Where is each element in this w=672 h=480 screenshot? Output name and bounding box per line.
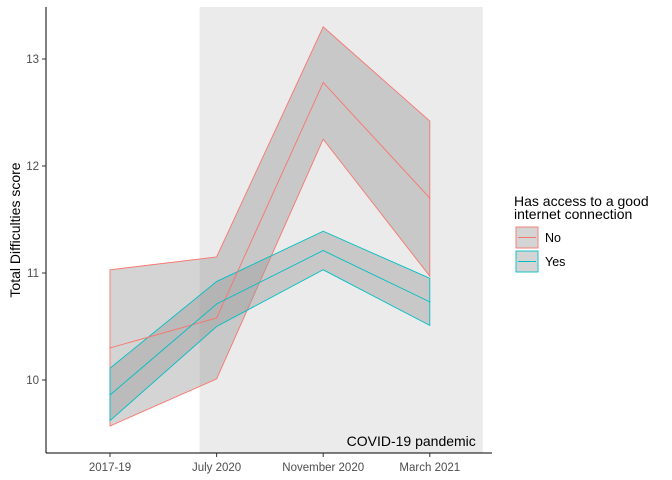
point-no-1 xyxy=(216,317,218,319)
y-tick-label: 12 xyxy=(26,161,39,173)
series-lines xyxy=(109,81,431,396)
point-yes-0 xyxy=(109,394,111,396)
legend-title-line-1: Has access to a good xyxy=(514,193,649,209)
pandemic-shading xyxy=(199,7,483,453)
y-axis-title: Total Difficulties score xyxy=(7,162,23,297)
y-ticks: 10 11 12 13 xyxy=(26,54,46,387)
y-tick-label: 13 xyxy=(26,54,39,66)
legend-label-no: No xyxy=(545,231,561,245)
point-yes-2 xyxy=(322,249,324,252)
point-yes-3 xyxy=(429,301,431,303)
x-tick-label: 2017-19 xyxy=(89,462,131,474)
point-no-3 xyxy=(429,197,431,199)
legend: Has access to a good internet connection… xyxy=(514,193,649,273)
x-tick-label: March 2021 xyxy=(399,462,460,474)
point-yes-1 xyxy=(216,303,218,305)
x-ticks: 2017-19 July 2020 November 2020 March 2021 xyxy=(89,453,460,474)
pandemic-label: COVID-19 pandemic xyxy=(347,433,476,449)
band-yes xyxy=(109,230,431,422)
legend-title-line-2: internet connection xyxy=(514,206,632,222)
legend-label-yes: Yes xyxy=(545,255,565,269)
line-no xyxy=(109,81,431,349)
x-tick-label: November 2020 xyxy=(282,462,364,474)
point-no-2 xyxy=(322,81,324,84)
y-tick-label: 10 xyxy=(26,375,39,387)
x-tick-label: July 2020 xyxy=(192,462,241,474)
y-tick-label: 11 xyxy=(27,268,39,280)
point-no-0 xyxy=(109,347,111,349)
line-yes xyxy=(109,250,430,396)
